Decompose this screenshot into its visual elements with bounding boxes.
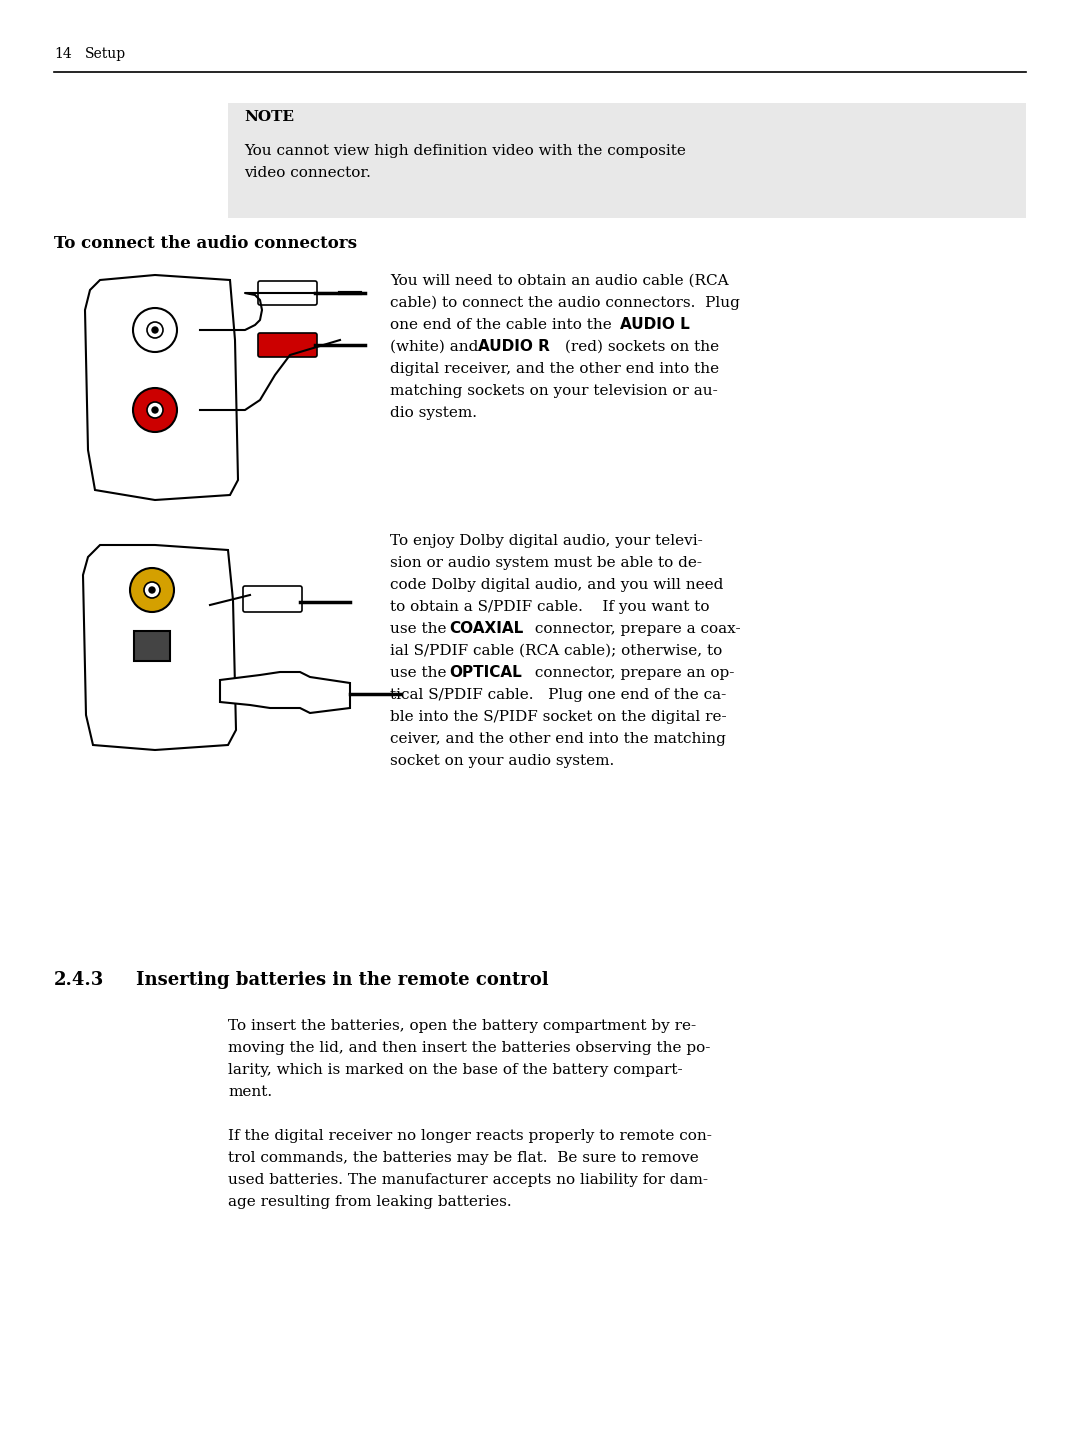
Circle shape	[147, 322, 163, 338]
FancyBboxPatch shape	[258, 332, 318, 357]
Text: (red) sockets on the: (red) sockets on the	[561, 340, 719, 354]
Text: digital receiver, and the other end into the: digital receiver, and the other end into…	[390, 363, 719, 376]
Text: 2.4.3: 2.4.3	[54, 971, 105, 989]
Text: To connect the audio connectors: To connect the audio connectors	[54, 235, 357, 252]
Text: sion or audio system must be able to de-: sion or audio system must be able to de-	[390, 555, 702, 570]
Text: connector, prepare a coax-: connector, prepare a coax-	[530, 622, 741, 636]
Text: tical S/PDIF cable.   Plug one end of the ca-: tical S/PDIF cable. Plug one end of the …	[390, 688, 726, 702]
Text: 14: 14	[54, 47, 71, 60]
Text: to obtain a S/PDIF cable.    If you want to: to obtain a S/PDIF cable. If you want to	[390, 600, 710, 614]
Text: code Dolby digital audio, and you will need: code Dolby digital audio, and you will n…	[390, 578, 724, 591]
Text: trol commands, the batteries may be flat.  Be sure to remove: trol commands, the batteries may be flat…	[228, 1151, 699, 1166]
Text: NOTE: NOTE	[244, 109, 294, 124]
Text: You cannot view high definition video with the composite: You cannot view high definition video wi…	[244, 144, 686, 158]
Text: To enjoy Dolby digital audio, your televi-: To enjoy Dolby digital audio, your telev…	[390, 534, 703, 548]
Circle shape	[149, 587, 156, 593]
Text: use the: use the	[390, 666, 451, 681]
Text: COAXIAL: COAXIAL	[449, 622, 523, 636]
Text: larity, which is marked on the base of the battery compart-: larity, which is marked on the base of t…	[228, 1063, 683, 1076]
Text: AUDIO L: AUDIO L	[620, 317, 690, 332]
Text: connector, prepare an op-: connector, prepare an op-	[530, 666, 734, 681]
Circle shape	[130, 568, 174, 612]
Circle shape	[144, 581, 160, 599]
Text: age resulting from leaking batteries.: age resulting from leaking batteries.	[228, 1194, 512, 1209]
FancyBboxPatch shape	[134, 630, 170, 661]
Text: matching sockets on your television or au-: matching sockets on your television or a…	[390, 384, 718, 399]
Text: Inserting batteries in the remote control: Inserting batteries in the remote contro…	[136, 971, 549, 989]
Circle shape	[152, 327, 158, 332]
Text: use the: use the	[390, 622, 451, 636]
Text: ceiver, and the other end into the matching: ceiver, and the other end into the match…	[390, 732, 726, 745]
Circle shape	[133, 389, 177, 432]
Text: dio system.: dio system.	[390, 406, 477, 420]
Text: ble into the S/PIDF socket on the digital re-: ble into the S/PIDF socket on the digita…	[390, 709, 727, 724]
Text: AUDIO R: AUDIO R	[478, 340, 550, 354]
FancyBboxPatch shape	[228, 104, 1026, 217]
FancyBboxPatch shape	[258, 281, 318, 305]
Text: OPTICAL: OPTICAL	[449, 665, 522, 681]
Text: socket on your audio system.: socket on your audio system.	[390, 754, 615, 768]
Text: ial S/PDIF cable (RCA cable); otherwise, to: ial S/PDIF cable (RCA cable); otherwise,…	[390, 645, 723, 658]
Text: Setup: Setup	[85, 47, 126, 60]
Text: video connector.: video connector.	[244, 165, 370, 180]
Polygon shape	[83, 545, 237, 750]
Text: cable) to connect the audio connectors.  Plug: cable) to connect the audio connectors. …	[390, 295, 740, 309]
Text: moving the lid, and then insert the batteries observing the po-: moving the lid, and then insert the batt…	[228, 1040, 711, 1055]
Circle shape	[152, 407, 158, 413]
Polygon shape	[85, 275, 238, 499]
Circle shape	[133, 308, 177, 353]
Text: used batteries. The manufacturer accepts no liability for dam-: used batteries. The manufacturer accepts…	[228, 1173, 708, 1187]
Circle shape	[147, 401, 163, 417]
Text: If the digital receiver no longer reacts properly to remote con-: If the digital receiver no longer reacts…	[228, 1130, 712, 1143]
Text: ment.: ment.	[228, 1085, 272, 1099]
Text: To insert the batteries, open the battery compartment by re-: To insert the batteries, open the batter…	[228, 1019, 697, 1033]
Text: (white) and: (white) and	[390, 340, 483, 354]
Polygon shape	[220, 672, 350, 712]
Text: You will need to obtain an audio cable (RCA: You will need to obtain an audio cable (…	[390, 273, 729, 288]
FancyBboxPatch shape	[243, 586, 302, 612]
Text: one end of the cable into the: one end of the cable into the	[390, 318, 617, 332]
